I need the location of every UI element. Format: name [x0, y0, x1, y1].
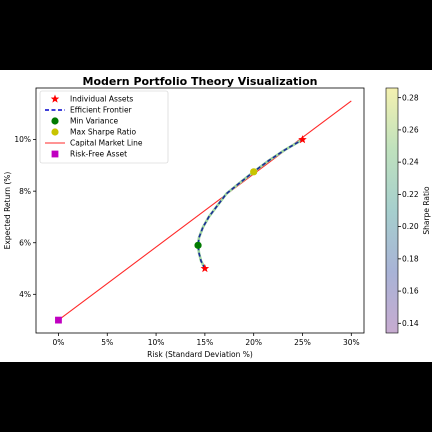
legend-label: Efficient Frontier — [70, 106, 133, 115]
y-tick-label: 4% — [19, 290, 31, 299]
colorbar-label: Sharpe Ratio — [422, 186, 431, 235]
colorbar-tick-label: 0.24 — [402, 158, 419, 167]
colorbar-tick-label: 0.28 — [402, 93, 419, 102]
chart-title: Modern Portfolio Theory Visualization — [83, 75, 318, 88]
risk-free-point — [55, 316, 62, 324]
mpt-chart: Modern Portfolio Theory Visualization 0%… — [3, 75, 431, 359]
individual-asset-marker — [298, 135, 307, 144]
x-axis-label: Risk (Standard Deviation %) — [147, 350, 253, 359]
legend-label: Max Sharpe Ratio — [70, 128, 137, 137]
x-tick-label: 25% — [294, 338, 311, 347]
colorbar-tick-label: 0.20 — [402, 222, 419, 231]
colorbar-tick-label: 0.18 — [402, 254, 419, 263]
efficient-frontier-line — [197, 138, 303, 269]
plot-frame — [35, 87, 365, 334]
legend-star-icon — [50, 94, 60, 103]
legend-label: Individual Assets — [70, 95, 133, 104]
legend-label: Capital Market Line — [70, 139, 143, 148]
colorbar-gradient — [385, 87, 399, 334]
y-tick-label: 6% — [19, 238, 31, 247]
individual-asset-marker — [200, 264, 210, 273]
colorbar-tick-label: 0.14 — [402, 319, 419, 328]
legend-label: Risk-Free Asset — [70, 150, 127, 159]
x-tick-label: 20% — [245, 338, 262, 347]
colorbar-tick-label: 0.22 — [402, 190, 419, 199]
figure: Modern Portfolio Theory Visualization 0%… — [0, 70, 432, 362]
x-tick-label: 0% — [52, 338, 64, 347]
colorbar-tick-label: 0.26 — [402, 126, 419, 135]
legend-label: Min Variance — [70, 117, 118, 126]
min-variance-point — [194, 241, 202, 249]
x-tick-label: 15% — [197, 338, 214, 347]
y-tick-label: 8% — [19, 187, 31, 196]
max-sharpe-point — [250, 168, 258, 176]
legend-box — [39, 90, 169, 164]
legend-square-icon — [51, 150, 59, 158]
x-tick-label: 5% — [101, 338, 113, 347]
y-tick-label: 10% — [14, 135, 31, 144]
legend-circle-icon — [51, 128, 59, 136]
x-tick-label: 30% — [343, 338, 360, 347]
legend-circle-icon — [51, 117, 59, 125]
x-tick-label: 10% — [148, 338, 165, 347]
y-axis-label: Expected Return (%) — [3, 172, 12, 250]
colorbar-tick-label: 0.16 — [402, 287, 419, 296]
